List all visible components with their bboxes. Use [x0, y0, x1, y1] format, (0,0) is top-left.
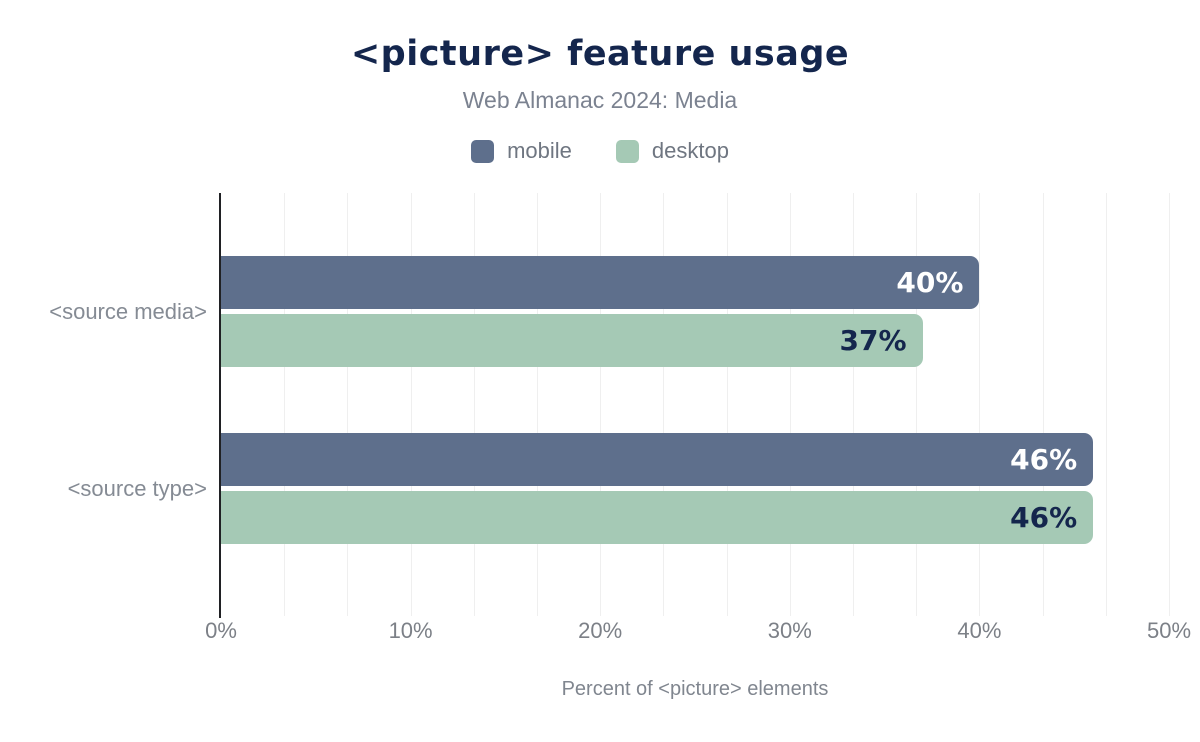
- legend-label-mobile: mobile: [507, 138, 572, 163]
- legend-swatch-mobile-icon: [471, 139, 495, 163]
- gridline: [473, 193, 475, 616]
- bar-value-label: 37%: [839, 324, 907, 357]
- chart-title: <picture> feature usage: [350, 34, 850, 74]
- bar-value-label: 46%: [1010, 443, 1078, 476]
- gridline: [284, 193, 286, 616]
- gridline: [410, 193, 412, 616]
- gridline: [979, 193, 981, 616]
- category-label: <source media>: [49, 298, 207, 324]
- gridline: [1169, 193, 1170, 616]
- gridline: [916, 193, 918, 616]
- x-tick-label: 50%: [1146, 618, 1192, 643]
- gridline: [853, 193, 854, 616]
- x-tick-label: 30%: [767, 618, 812, 643]
- gridline: [600, 193, 602, 616]
- x-tick-label: 10%: [388, 618, 433, 643]
- plot-area: 40% 37% 46% 46%: [219, 193, 1170, 618]
- gridline: [1105, 193, 1107, 616]
- legend-label-desktop: desktop: [651, 138, 729, 163]
- legend-swatch-desktop-icon: [615, 139, 639, 163]
- x-tick-label: 20%: [578, 618, 623, 643]
- legend-item-desktop: desktop: [615, 138, 729, 164]
- gridline: [537, 193, 538, 616]
- bar-mobile-source-type: 46%: [221, 433, 1094, 486]
- chart-subtitle: Web Almanac 2024: Media: [462, 87, 738, 113]
- bar-value-label: 40%: [896, 266, 964, 299]
- bar-value-label: 46%: [1010, 501, 1078, 534]
- gridline: [789, 193, 791, 616]
- chart-legend: mobile desktop: [0, 138, 1200, 164]
- bar-mobile-source-media: 40%: [221, 256, 980, 309]
- x-tick-label: 0%: [205, 618, 237, 643]
- gridline: [1042, 193, 1044, 616]
- bar-desktop-source-type: 46%: [221, 491, 1094, 544]
- gridline: [663, 193, 665, 616]
- gridline: [726, 193, 728, 616]
- y-axis-line: [219, 193, 221, 618]
- legend-item-mobile: mobile: [471, 138, 572, 164]
- category-label: <source type>: [67, 475, 207, 501]
- bar-desktop-source-media: 37%: [221, 314, 923, 367]
- gridline: [347, 193, 349, 616]
- x-tick-label: 40%: [957, 618, 1002, 643]
- x-axis-title: Percent of <picture> elements: [561, 678, 829, 700]
